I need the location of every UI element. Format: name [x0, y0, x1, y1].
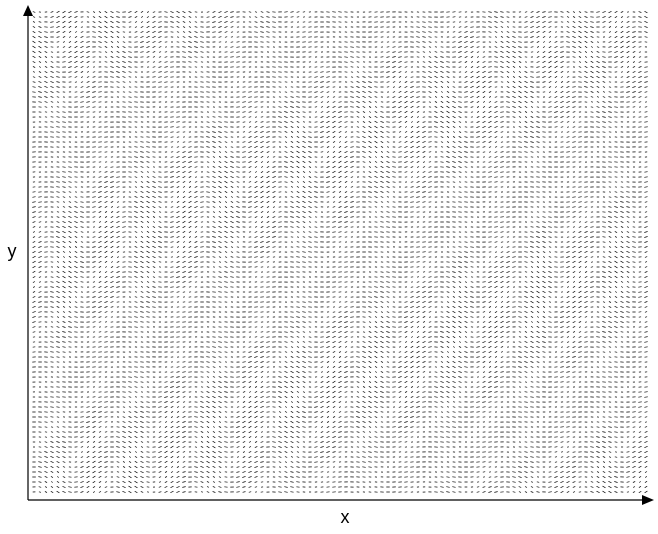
- y-axis-arrow: [23, 5, 33, 16]
- vector-field-area: [32, 10, 648, 494]
- y-axis-label: y: [8, 241, 17, 261]
- x-axis-label: x: [341, 507, 350, 527]
- vector-field: [32, 10, 648, 494]
- x-axis-arrow: [642, 495, 654, 505]
